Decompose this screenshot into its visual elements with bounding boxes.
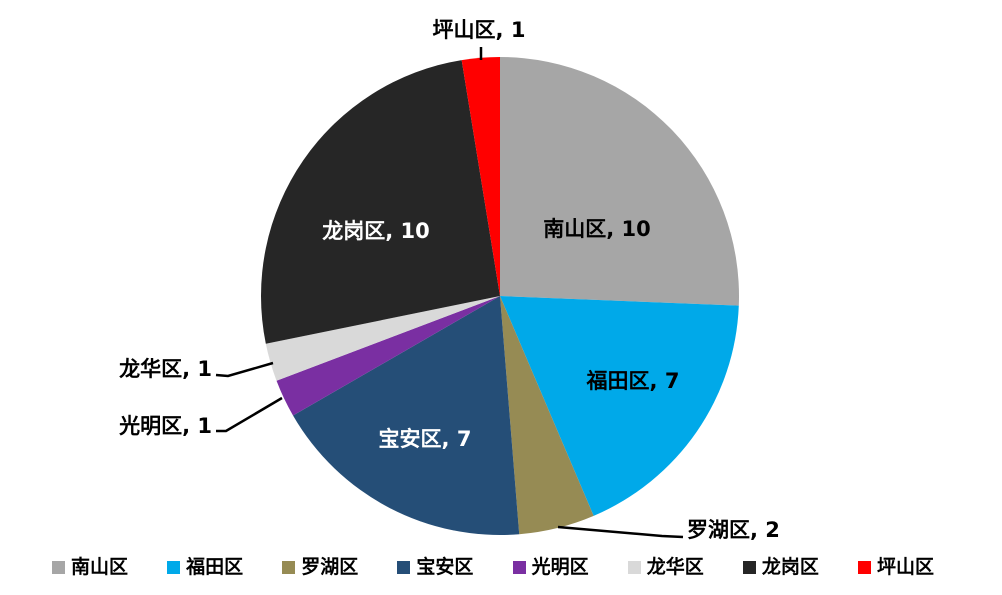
pie-slice-5[interactable]: [265, 296, 500, 381]
legend-item-0[interactable]: 南山区: [52, 558, 128, 577]
slice-label-3: 宝安区, 7: [379, 427, 472, 451]
pie-slice-2[interactable]: [500, 296, 594, 535]
legend-swatch-icon: [512, 561, 526, 574]
slice-label-6: 龙岗区, 10: [322, 219, 430, 243]
legend-swatch-icon: [627, 561, 641, 574]
legend-swatch-icon: [742, 561, 756, 574]
legend-item-3[interactable]: 宝安区: [397, 558, 473, 577]
pie-slice-0[interactable]: [500, 57, 740, 306]
pie-slice-6[interactable]: [260, 60, 500, 344]
legend-swatch-icon: [167, 561, 181, 574]
legend-swatch-icon: [397, 561, 411, 574]
leader-line-5: [215, 361, 274, 378]
legend-label: 龙华区: [646, 556, 704, 578]
legend-item-6[interactable]: 龙岗区: [742, 556, 819, 578]
slice-label-0: 南山区, 10: [543, 217, 651, 241]
pie-slice-1[interactable]: [500, 296, 739, 516]
pie-slice-3[interactable]: [293, 296, 520, 535]
legend-label: 宝安区: [416, 556, 474, 578]
slice-label-4: 光明区, 1: [118, 414, 212, 438]
legend-label: 南山区: [71, 556, 129, 578]
legend-item-2[interactable]: 罗湖区: [282, 558, 358, 577]
legend-swatch-icon: [282, 561, 296, 574]
legend: 南山区 福田区 罗湖区 宝安区 光明区 龙华区 龙岗区 坪山区: [52, 558, 934, 577]
legend-label: 罗湖区: [301, 556, 359, 578]
legend-item-4[interactable]: 光明区: [512, 556, 589, 578]
slice-label-7: 坪山区, 1: [433, 18, 526, 42]
legend-label: 福田区: [186, 556, 244, 578]
pie-slice-4[interactable]: [276, 296, 500, 416]
pie-slice-7[interactable]: [461, 57, 500, 296]
leader-line-4: [216, 396, 283, 433]
legend-swatch-icon: [52, 561, 65, 574]
legend-label: 龙岗区: [761, 556, 819, 578]
slice-label-2: 罗湖区, 2: [687, 518, 780, 542]
slice-label-5: 龙华区, 1: [119, 357, 212, 381]
leader-line-2: [557, 525, 684, 539]
legend-item-7[interactable]: 坪山区: [857, 556, 934, 578]
legend-swatch-icon: [857, 561, 871, 574]
legend-item-1[interactable]: 福田区: [167, 558, 243, 577]
legend-label: 坪山区: [876, 556, 934, 578]
legend-label: 光明区: [531, 556, 589, 578]
slice-label-1: 福田区, 7: [586, 369, 680, 393]
legend-item-5[interactable]: 龙华区: [627, 556, 704, 578]
